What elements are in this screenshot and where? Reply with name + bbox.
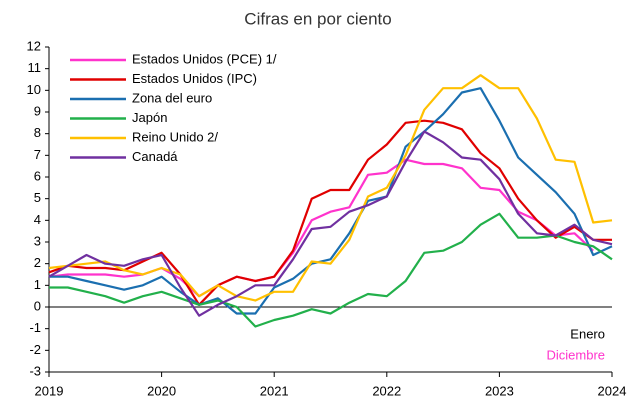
x-tick-label: 2019 (35, 383, 64, 398)
series-line (49, 87, 613, 315)
y-tick-label: -3 (29, 363, 41, 378)
y-tick-label: 8 (34, 125, 41, 140)
x-tick-label: 2023 (485, 383, 514, 398)
series-line (48, 119, 612, 306)
y-tick-label: 10 (27, 82, 41, 97)
y-tick-label: 12 (27, 38, 41, 53)
y-tick-label: 4 (34, 212, 41, 227)
y-tick-label: 6 (34, 168, 41, 183)
y-tick-label: -2 (29, 342, 41, 357)
x-tick-label: 2024 (598, 383, 627, 398)
series-line (48, 74, 613, 302)
y-tick-label: 2 (34, 255, 41, 270)
y-tick-label: 1 (34, 277, 41, 292)
series-line (49, 212, 613, 328)
y-tick-label: 11 (28, 60, 42, 75)
y-tick-label: 3 (34, 233, 41, 248)
y-tick-label: 9 (34, 103, 41, 118)
y-tick-label: 0 (34, 298, 41, 313)
y-tick-label: -1 (29, 320, 41, 335)
legend-label: Estados Unidos (PCE) 1/ (132, 51, 277, 66)
legend-label: Reino Unido 2/ (132, 129, 218, 144)
x-tick-label: 2022 (372, 383, 401, 398)
annotation: Enero (570, 326, 605, 341)
legend-label: Japón (132, 110, 167, 125)
legend-label: Zona del euro (132, 90, 212, 105)
x-tick-label: 2020 (147, 383, 176, 398)
y-tick-label: 7 (34, 147, 41, 162)
legend-label: Canadá (132, 149, 178, 164)
series-line (48, 130, 613, 317)
x-tick-label: 2021 (260, 383, 289, 398)
y-tick-label: 5 (34, 190, 41, 205)
chart-subtitle: Cifras en por ciento (244, 9, 391, 28)
annotation: Diciembre (546, 347, 605, 362)
legend-label: Estados Unidos (IPC) (132, 71, 257, 86)
